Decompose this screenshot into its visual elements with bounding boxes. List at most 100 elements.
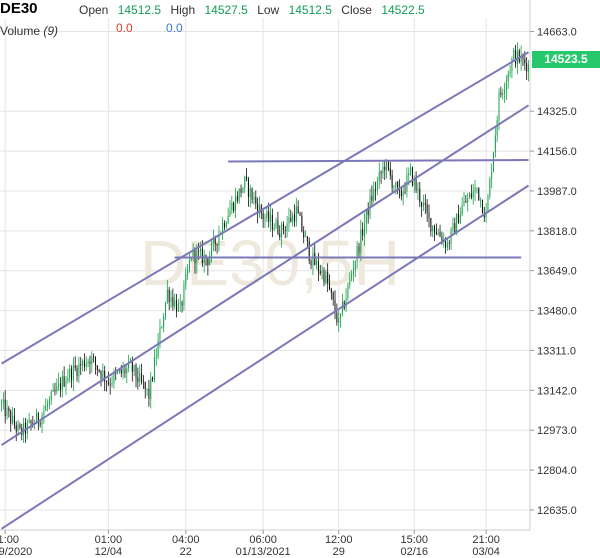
candle-body: [295, 206, 297, 222]
candle-body: [332, 292, 334, 300]
candle-body: [30, 420, 32, 424]
candle-body: [323, 270, 325, 284]
candle-body: [102, 370, 104, 379]
x-tick-date: 01/13/2021: [236, 546, 291, 558]
candle-body: [157, 340, 159, 357]
candle-body: [183, 284, 185, 306]
x-tick-date: 29: [333, 546, 345, 558]
candle-body: [59, 383, 61, 391]
candle-body: [50, 391, 52, 400]
candle-body: [360, 229, 362, 253]
candle-body: [181, 302, 183, 306]
candle-body: [107, 382, 109, 384]
candle-body: [78, 364, 80, 377]
candle-body: [327, 271, 329, 284]
x-tick-time: 04:00: [172, 534, 200, 546]
candle-body: [397, 182, 399, 188]
y-tick-label: 13987.0: [537, 186, 577, 198]
candle-body: [13, 415, 15, 426]
candle-body: [422, 203, 424, 207]
price-axis[interactable]: 12635.0 12804.0 12973.0 13142.0 13311.0 13480…: [530, 26, 577, 517]
candle-body: [492, 152, 494, 173]
time-axis[interactable]: 21:0011/09/202001:0012/0404:002206:0001/…: [0, 530, 500, 558]
candle-body: [325, 271, 327, 284]
candle-body: [262, 213, 264, 220]
candle-body: [74, 365, 76, 368]
candle-body: [229, 209, 231, 217]
candle-body: [17, 424, 19, 432]
candle-body: [37, 413, 39, 424]
candle-body: [199, 248, 202, 252]
candle-body: [487, 196, 489, 213]
candle-body: [284, 229, 286, 231]
candle-body: [198, 250, 200, 252]
candle-body: [358, 246, 360, 253]
candle-body: [264, 217, 266, 220]
candle-body: [375, 189, 377, 191]
candle-body: [293, 214, 295, 222]
candle-body: [139, 373, 141, 382]
candle-body: [238, 188, 240, 202]
candle-body: [212, 237, 214, 244]
candle-body: [93, 356, 95, 358]
candle-body: [161, 327, 163, 329]
candle-body: [249, 188, 251, 197]
candle-body: [168, 289, 170, 302]
candle-body: [242, 187, 244, 193]
candle-body: [472, 191, 474, 198]
candle-body: [69, 368, 71, 379]
candle-body: [91, 356, 93, 365]
y-tick-label: 14325.0: [537, 106, 577, 118]
candle-body: [456, 214, 458, 233]
candle-body: [203, 254, 205, 264]
candle-body: [65, 380, 67, 387]
candle-body: [271, 214, 273, 230]
trendline[interactable]: [0, 51, 530, 365]
candle-body: [386, 161, 388, 171]
trendlines[interactable]: [0, 51, 530, 530]
candle-body: [513, 49, 515, 59]
candle-body: [23, 422, 25, 435]
candle-body: [465, 201, 467, 203]
volume-values: 0.0 0.0: [116, 21, 183, 35]
trendline[interactable]: [0, 104, 530, 446]
candle-body: [507, 73, 509, 82]
candle-body: [6, 408, 8, 417]
candle-body: [441, 236, 443, 242]
candle-body: [209, 256, 211, 265]
candle-body: [509, 71, 511, 74]
trendline[interactable]: [0, 184, 530, 530]
candle-body: [502, 93, 504, 95]
candle-body: [282, 223, 284, 230]
candle-body: [305, 236, 307, 238]
candle-body: [277, 220, 279, 234]
candle-body: [373, 189, 375, 201]
candle-body: [384, 166, 386, 171]
candle-body: [170, 297, 172, 302]
candle-body: [187, 269, 189, 275]
candle-body: [104, 370, 106, 382]
candle-body: [124, 368, 126, 374]
candle-body: [279, 233, 281, 238]
candle-body: [426, 204, 428, 213]
candle-body: [153, 357, 155, 380]
volume-indicator[interactable]: Volume (9): [0, 24, 58, 38]
candle-body: [505, 81, 507, 90]
y-tick-label: 12973.0: [537, 425, 577, 437]
trendline[interactable]: [228, 159, 529, 163]
open-label: Open: [79, 3, 109, 17]
candle-body: [115, 372, 117, 374]
y-tick-label: 13649.0: [537, 266, 577, 278]
candle-body: [148, 388, 150, 400]
candle-body: [491, 172, 493, 179]
candle-body: [463, 201, 465, 206]
candle-body: [28, 420, 30, 423]
volume-label: Volume: [0, 24, 41, 38]
candle-body: [48, 399, 50, 405]
candle-body: [63, 376, 65, 387]
candle-body: [328, 283, 331, 289]
candle-body: [317, 261, 319, 272]
close-value: 14522.5: [381, 3, 425, 17]
candle-body: [301, 215, 303, 232]
